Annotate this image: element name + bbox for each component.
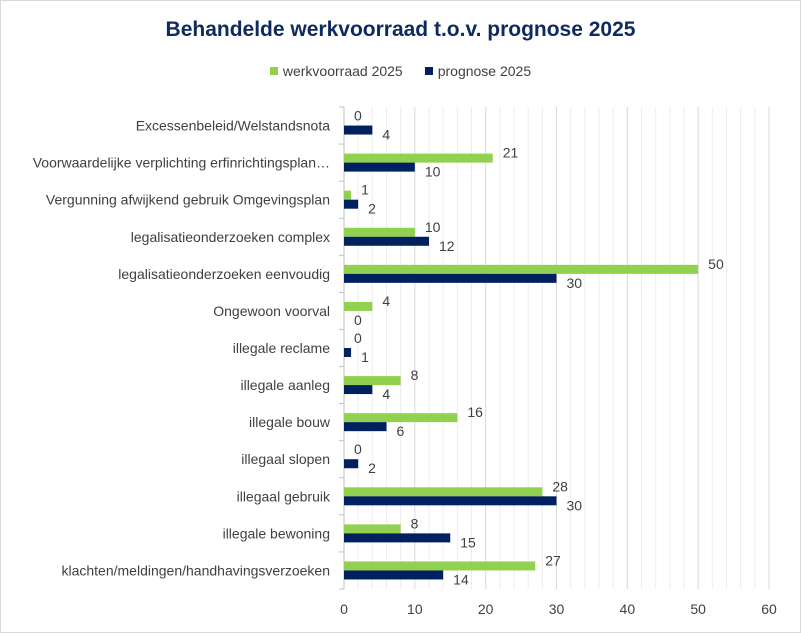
legend-swatch-werkvoorraad <box>269 67 278 75</box>
data-label-werkvoorraad: 10 <box>425 219 441 235</box>
data-label-werkvoorraad: 27 <box>545 552 561 568</box>
category-label: Excessenbeleid/Welstandsnota <box>136 118 331 134</box>
legend-item-werkvoorraad: werkvoorraad 2025 <box>269 63 403 79</box>
category-label: Ongewoon voorval <box>213 303 330 319</box>
bar-werkvoorraad <box>344 153 493 163</box>
data-label-werkvoorraad: 0 <box>354 441 362 457</box>
bar-prognose <box>344 533 451 543</box>
chart-title: Behandelde werkvoorraad t.o.v. prognose … <box>165 18 636 41</box>
data-label-werkvoorraad: 4 <box>382 293 390 309</box>
data-label-werkvoorraad: 21 <box>503 145 519 161</box>
bar-werkvoorraad <box>344 376 401 386</box>
category-label: illegale bouw <box>249 414 331 430</box>
category-label: illegale aanleg <box>240 377 330 393</box>
data-label-werkvoorraad: 0 <box>354 330 362 346</box>
data-label-prognose: 14 <box>453 571 469 587</box>
legend-label-prognose: prognose 2025 <box>437 63 532 79</box>
data-label-prognose: 15 <box>460 534 476 550</box>
data-label-werkvoorraad: 1 <box>361 182 369 198</box>
category-label: illegaal slopen <box>241 451 330 467</box>
x-tick-label: 0 <box>340 601 348 617</box>
category-label: Voorwaardelijke verplichting erfinrichti… <box>33 155 330 171</box>
x-tick-label: 60 <box>761 601 777 617</box>
data-label-prognose: 2 <box>368 460 376 476</box>
data-label-prognose: 6 <box>397 423 405 439</box>
data-label-prognose: 4 <box>382 127 390 143</box>
bar-prognose <box>344 199 359 209</box>
x-tick-label: 10 <box>407 601 423 617</box>
bar-prognose <box>344 459 359 469</box>
data-label-werkvoorraad: 16 <box>467 404 483 420</box>
category-label: legalisatieonderzoeken complex <box>131 229 330 245</box>
data-label-prognose: 10 <box>425 164 441 180</box>
x-tick-label: 20 <box>478 601 494 617</box>
data-label-prognose: 4 <box>382 386 390 402</box>
legend-label-werkvoorraad: werkvoorraad 2025 <box>282 63 403 79</box>
data-label-prognose: 12 <box>439 238 455 254</box>
x-tick-label: 50 <box>690 601 706 617</box>
category-label: illegale reclame <box>233 340 330 356</box>
bar-prognose <box>344 496 557 506</box>
data-label-werkvoorraad: 28 <box>552 478 568 494</box>
category-label: illegale bewoning <box>223 525 330 541</box>
bar-werkvoorraad <box>344 190 352 200</box>
legend-item-prognose: prognose 2025 <box>424 63 532 79</box>
bar-prognose <box>344 422 387 432</box>
bar-prognose <box>344 162 415 172</box>
legend: werkvoorraad 2025 prognose 2025 <box>0 63 801 79</box>
legend-swatch-prognose <box>424 67 433 75</box>
bar-werkvoorraad <box>344 561 536 571</box>
data-label-prognose: 0 <box>354 312 362 328</box>
x-tick-label: 40 <box>620 601 636 617</box>
category-label: Vergunning afwijkend gebruik Omgevingspl… <box>46 192 330 208</box>
category-label: klachten/meldingen/handhavingsverzoeken <box>61 562 330 578</box>
bar-prognose <box>344 125 373 135</box>
data-label-prognose: 30 <box>567 497 583 513</box>
bar-werkvoorraad <box>344 487 543 497</box>
data-label-werkvoorraad: 0 <box>354 108 362 124</box>
bar-werkvoorraad <box>344 264 699 274</box>
bar-prognose <box>344 273 557 283</box>
x-tick-label: 30 <box>549 601 565 617</box>
category-label: legalisatieonderzoeken eenvoudig <box>118 266 330 282</box>
data-label-prognose: 1 <box>361 349 369 365</box>
data-label-prognose: 30 <box>567 275 583 291</box>
bar-prognose <box>344 348 352 357</box>
data-label-werkvoorraad: 50 <box>708 256 724 272</box>
bar-werkvoorraad <box>344 301 373 311</box>
data-label-prognose: 2 <box>368 201 376 217</box>
category-label: illegaal gebruik <box>237 488 331 504</box>
bar-prognose <box>344 570 444 580</box>
data-label-werkvoorraad: 8 <box>411 367 419 383</box>
bar-prognose <box>344 236 429 246</box>
bar-werkvoorraad <box>344 524 401 534</box>
data-label-werkvoorraad: 8 <box>411 515 419 531</box>
bar-prognose <box>344 385 373 395</box>
bar-werkvoorraad <box>344 227 415 237</box>
bar-werkvoorraad <box>344 413 458 423</box>
